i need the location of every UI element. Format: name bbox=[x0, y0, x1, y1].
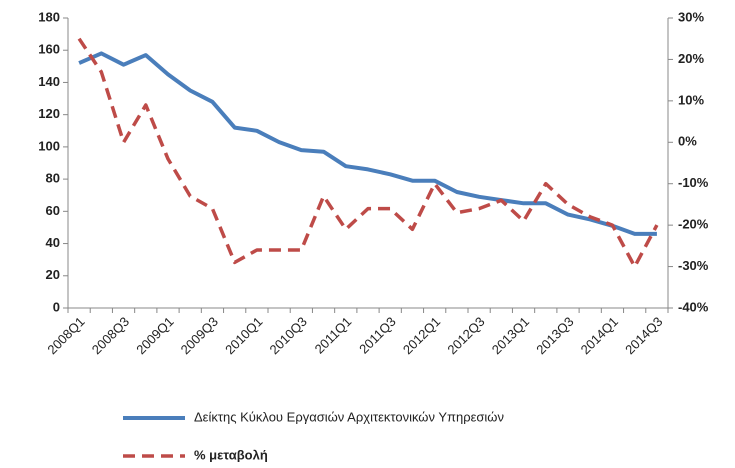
x-tick-label: 2009Q3 bbox=[178, 314, 221, 357]
legend-label: % μεταβολή bbox=[194, 447, 268, 462]
y-tick-label: 120 bbox=[38, 106, 60, 121]
y-tick-label: 20 bbox=[46, 267, 60, 282]
y-tick-label: 80 bbox=[46, 171, 60, 186]
x-tick-label: 2009Q1 bbox=[133, 314, 176, 357]
y-tick-label: 160 bbox=[38, 42, 60, 57]
x-tick-label: 2010Q3 bbox=[267, 314, 310, 357]
x-tick-label: 2014Q1 bbox=[578, 314, 621, 357]
y-tick-label: 60 bbox=[46, 203, 60, 218]
y2-tick-label: -10% bbox=[678, 175, 709, 190]
x-tick-label: 2013Q3 bbox=[533, 314, 576, 357]
y-tick-label: 40 bbox=[46, 235, 60, 250]
x-tick-label: 2008Q1 bbox=[44, 314, 87, 357]
y2-tick-label: 0% bbox=[678, 134, 697, 149]
legend-label: Δείκτης Κύκλου Εργασιών Αρχιτεκτονικών Υ… bbox=[194, 409, 504, 424]
x-tick-label: 2008Q3 bbox=[89, 314, 132, 357]
y2-tick-label: -40% bbox=[678, 299, 709, 314]
y2-tick-label: 20% bbox=[678, 51, 704, 66]
y2-tick-label: -20% bbox=[678, 217, 709, 232]
x-tick-label: 2014Q3 bbox=[622, 314, 665, 357]
y-tick-label: 140 bbox=[38, 74, 60, 89]
x-tick-label: 2012Q3 bbox=[444, 314, 487, 357]
y-tick-label: 100 bbox=[38, 138, 60, 153]
x-tick-label: 2012Q1 bbox=[400, 314, 443, 357]
series-line bbox=[77, 37, 659, 269]
y2-tick-label: 10% bbox=[678, 92, 704, 107]
y-tick-label: 180 bbox=[38, 9, 60, 24]
x-tick-label: 2010Q1 bbox=[222, 314, 265, 357]
x-tick-label: 2011Q3 bbox=[356, 314, 399, 357]
series-line bbox=[78, 51, 657, 236]
x-tick-label: 2011Q1 bbox=[312, 314, 355, 357]
x-tick-label: 2013Q1 bbox=[489, 314, 532, 357]
y-tick-label: 0 bbox=[53, 299, 60, 314]
y2-tick-label: -30% bbox=[678, 258, 709, 273]
y2-tick-label: 30% bbox=[678, 9, 704, 24]
